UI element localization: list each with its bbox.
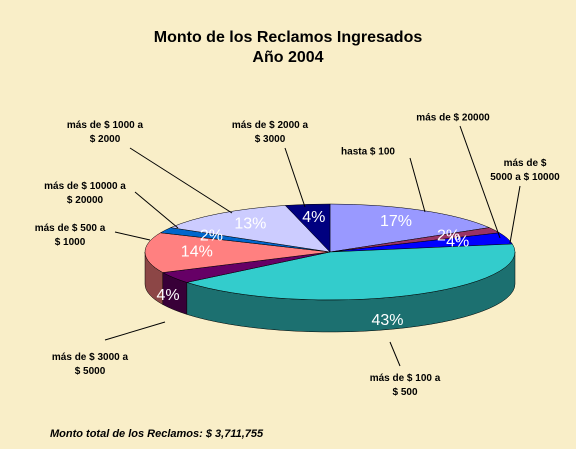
slice xyxy=(284,203,331,253)
leader-line xyxy=(134,191,179,229)
slice-label: 4% xyxy=(302,209,325,226)
label-line: $ 5000 xyxy=(75,366,106,377)
leader-line xyxy=(129,147,233,214)
slice xyxy=(185,243,516,301)
slice-label: 14% xyxy=(181,244,213,261)
leader-line xyxy=(409,157,426,213)
category-label: hasta $ 100 xyxy=(341,147,395,158)
slice-label: 4% xyxy=(156,287,179,304)
label-line: más de $ xyxy=(504,158,547,169)
category-label: más de $ 3000 a $ 5000 xyxy=(52,352,129,377)
label-line: más de $ 100 a xyxy=(370,373,441,384)
label-line: $ 2000 xyxy=(90,134,121,145)
category-label: más de $ 20000 xyxy=(416,113,490,124)
category-label: más de $ 2000 a $ 3000 xyxy=(232,120,309,145)
category-label: más de $ 100 a $ 500 xyxy=(370,373,441,398)
label-line: más de $ 3000 a xyxy=(52,352,129,363)
label-line: más de $ 2000 a xyxy=(232,120,309,131)
slice xyxy=(329,203,491,253)
category-label: más de $ 500 a $ 1000 xyxy=(35,223,106,248)
label-line: $ 1000 xyxy=(55,237,86,248)
slice-label: 13% xyxy=(234,216,266,233)
slice xyxy=(144,232,331,273)
slice-label: 4% xyxy=(446,233,469,250)
leader-line xyxy=(114,231,151,241)
slice-label: 2% xyxy=(200,227,223,244)
leader-line xyxy=(284,147,306,208)
category-label: más de $ 1000 a $ 2000 xyxy=(67,120,144,145)
leader-line xyxy=(389,341,401,367)
label-line: $ 3000 xyxy=(255,134,286,145)
leader-line xyxy=(104,321,166,341)
slice-label: 17% xyxy=(380,213,412,230)
label-line: $ 500 xyxy=(392,387,417,398)
label-line: 5000 a $ 10000 xyxy=(490,172,560,183)
annotation: Monto total de los Reclamos: $ 3,711,755 xyxy=(50,428,264,440)
label-line: más de $ 1000 a xyxy=(67,120,144,131)
slice-label: 43% xyxy=(371,312,403,329)
category-label: más de $ 5000 a $ 10000 xyxy=(490,158,560,183)
label-line: más de $ 10000 a xyxy=(44,181,126,192)
category-label: más de $ 10000 a $ 20000 xyxy=(44,181,126,206)
label-line: más de $ 500 a xyxy=(35,223,106,234)
leader-line xyxy=(459,125,501,239)
chart-title: Monto de los Reclamos Ingresados xyxy=(154,29,423,46)
slice-label: 2% xyxy=(437,227,460,244)
leader-line xyxy=(509,185,521,244)
label-line: $ 20000 xyxy=(67,195,104,206)
chart-subtitle: Año 2004 xyxy=(252,49,323,66)
